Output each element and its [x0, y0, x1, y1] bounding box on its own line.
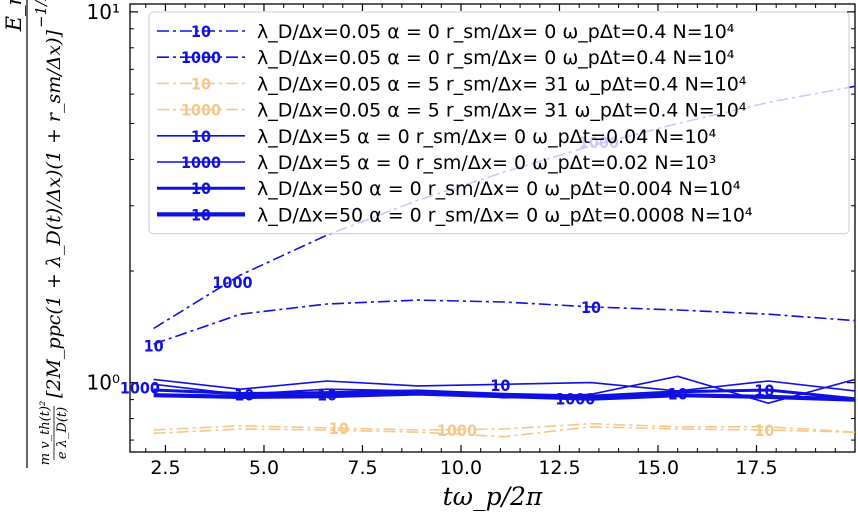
- series-line-3: [153, 425, 855, 438]
- inline-line-label: 10: [754, 381, 774, 400]
- y-axis-title-main: E_rms: [2, 0, 26, 32]
- inline-line-label: 10: [754, 421, 774, 440]
- y-tick-label: 10⁰: [87, 371, 120, 395]
- legend-swatch-label: 10: [191, 205, 211, 224]
- inline-line-label: 10: [668, 384, 688, 403]
- legend-entry-0: λ_D/Δx=0.05 α = 0 r_sm/Δx= 0 ω_pΔt=0.4 N…: [257, 21, 735, 43]
- legend-entry-4: λ_D/Δx=5 α = 0 r_sm/Δx= 0 ω_pΔt=0.04 N=1…: [257, 126, 717, 148]
- inline-line-label: 1000: [555, 390, 595, 409]
- legend-swatch-label: 10: [191, 22, 211, 41]
- y-axis-title-frac-den: e λ_D(t): [55, 407, 70, 459]
- series-line-2: [153, 422, 855, 433]
- x-tick-label: 5.0: [249, 457, 279, 479]
- inline-line-label: 10: [490, 376, 510, 395]
- inline-line-label: 1000: [120, 379, 160, 398]
- y-axis-title-frac-num: m v_th(t)²: [38, 401, 53, 465]
- x-tick-label: 12.5: [538, 457, 580, 479]
- inline-line-label: 10: [144, 336, 164, 355]
- y-axis-label: E_rmsm v_th(t)²e λ_D(t) [2M_ppc(1 + λ_D(t…: [2, 0, 70, 468]
- x-axis-label: tω_p/2π: [443, 482, 543, 511]
- legend: 10 λ_D/Δx=0.05 α = 0 r_sm/Δx= 0 ω_pΔt=0.4…: [148, 11, 850, 235]
- legend-entry-5: λ_D/Δx=5 α = 0 r_sm/Δx= 0 ω_pΔt=0.02 N=1…: [257, 152, 716, 174]
- x-tick-label: 10.0: [440, 457, 482, 479]
- x-tick-label: 7.5: [347, 457, 377, 479]
- inline-line-label: 1000: [212, 273, 252, 292]
- inline-line-label: 10: [317, 385, 337, 404]
- y-axis-title-exponent: −1/2: [32, 0, 50, 28]
- legend-entry-1: λ_D/Δx=0.05 α = 0 r_sm/Δx= 0 ω_pΔt=0.4 N…: [257, 47, 735, 69]
- inline-line-label: 10: [329, 419, 349, 438]
- legend-swatch-label: 1000: [181, 101, 221, 120]
- plot-frame: [129, 3, 856, 453]
- y-axis-title-bracket: [2M_ppc(1 + λ_D(t)/Δx)(1 + r_sm/Δx)]: [43, 29, 65, 398]
- legend-swatch-label: 10: [191, 179, 211, 198]
- legend-box: [148, 11, 850, 235]
- legend-swatch-label: 1000: [181, 48, 221, 67]
- x-axis-title: tω_p/2π: [443, 482, 543, 511]
- legend-entry-7: λ_D/Δx=50 α = 0 r_sm/Δx= 0 ω_pΔt=0.0008 …: [257, 204, 753, 226]
- x-tick-label: 2.5: [150, 457, 180, 479]
- inline-line-label: 10: [234, 385, 254, 404]
- legend-swatch-label: 1000: [181, 153, 221, 172]
- inline-line-label: 10: [581, 298, 601, 317]
- y-tick-label: 10¹: [87, 0, 120, 24]
- series-line-4: [153, 378, 855, 392]
- x-tick-label: 17.5: [735, 457, 777, 479]
- axes: 2.5 5.0 7.5 10.0 12.5 15.0 17.5 10⁰ 10¹: [87, 0, 856, 479]
- legend-entry-6: λ_D/Δx=50 α = 0 r_sm/Δx= 0 ω_pΔt=0.004 N…: [257, 178, 741, 200]
- legend-entry-2: λ_D/Δx=0.05 α = 5 r_sm/Δx= 31 ω_pΔt=0.4 …: [257, 73, 747, 95]
- legend-entry-3: λ_D/Δx=0.05 α = 5 r_sm/Δx= 31 ω_pΔt=0.4 …: [257, 100, 747, 122]
- inline-line-label: 1000: [437, 421, 477, 440]
- x-tick-label: 15.0: [637, 457, 679, 479]
- series-line-0: [153, 299, 855, 345]
- legend-swatch-label: 10: [191, 74, 211, 93]
- series-line-7: [153, 391, 855, 402]
- legend-swatch-label: 10: [191, 127, 211, 146]
